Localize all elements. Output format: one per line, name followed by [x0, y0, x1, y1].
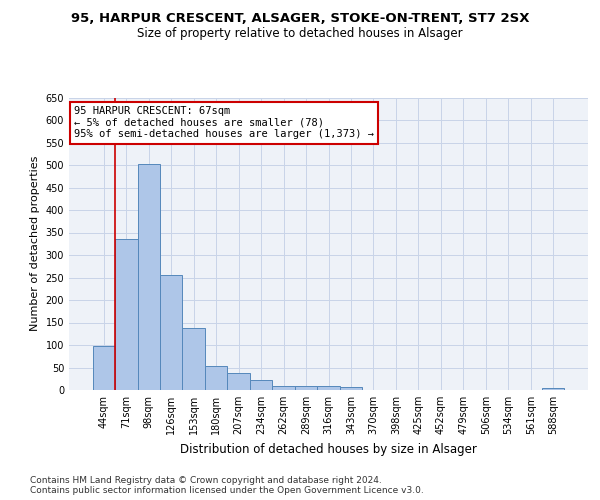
- Bar: [250, 380, 272, 390]
- Bar: [92, 346, 115, 390]
- Bar: [317, 386, 340, 390]
- Bar: [340, 387, 362, 390]
- Bar: [295, 386, 317, 390]
- Text: 95 HARPUR CRESCENT: 67sqm
← 5% of detached houses are smaller (78)
95% of semi-d: 95 HARPUR CRESCENT: 67sqm ← 5% of detach…: [74, 106, 374, 140]
- Text: 95, HARPUR CRESCENT, ALSAGER, STOKE-ON-TRENT, ST7 2SX: 95, HARPUR CRESCENT, ALSAGER, STOKE-ON-T…: [71, 12, 529, 26]
- Bar: [272, 386, 295, 390]
- Bar: [160, 275, 182, 390]
- Y-axis label: Number of detached properties: Number of detached properties: [30, 156, 40, 332]
- Text: Size of property relative to detached houses in Alsager: Size of property relative to detached ho…: [137, 28, 463, 40]
- Bar: [137, 164, 160, 390]
- Bar: [205, 366, 227, 390]
- Bar: [542, 388, 565, 390]
- Bar: [115, 240, 137, 390]
- Text: Contains HM Land Registry data © Crown copyright and database right 2024.
Contai: Contains HM Land Registry data © Crown c…: [30, 476, 424, 495]
- Bar: [182, 328, 205, 390]
- Bar: [227, 374, 250, 390]
- X-axis label: Distribution of detached houses by size in Alsager: Distribution of detached houses by size …: [180, 442, 477, 456]
